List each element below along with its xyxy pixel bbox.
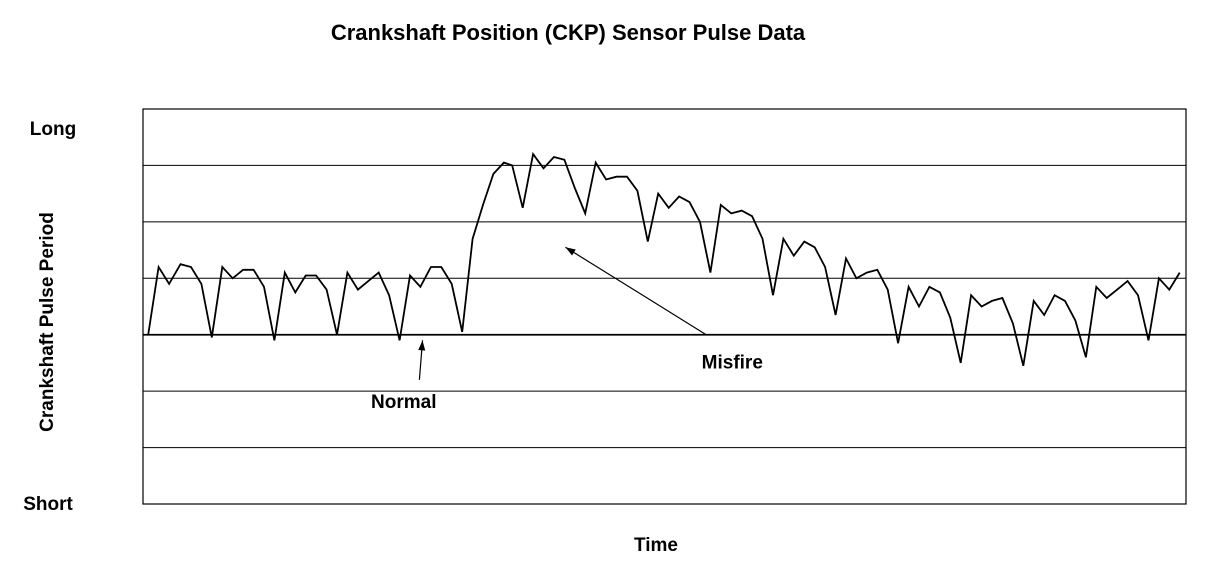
misfire-arrow-line: [565, 246, 707, 336]
annotation-misfire: Misfire: [702, 353, 763, 374]
gridlines: [143, 164, 1186, 449]
series-line-0: [147, 151, 1181, 367]
plot-frame: [142, 108, 1187, 505]
x-axis-title: Time: [634, 535, 678, 556]
normal-arrowhead: [418, 340, 426, 351]
annotation-normal: Normal: [371, 392, 436, 413]
annotations-group: Normal Misfire: [371, 246, 763, 413]
misfire-arrowhead: [565, 247, 576, 256]
y-axis-title: Crankshaft Pulse Period: [37, 212, 58, 432]
y-axis-bottom-label: Short: [23, 494, 73, 515]
y-axis-top-label: Long: [30, 119, 76, 140]
series-group: [147, 151, 1181, 367]
chart-title: Crankshaft Position (CKP) Sensor Pulse D…: [331, 20, 806, 45]
